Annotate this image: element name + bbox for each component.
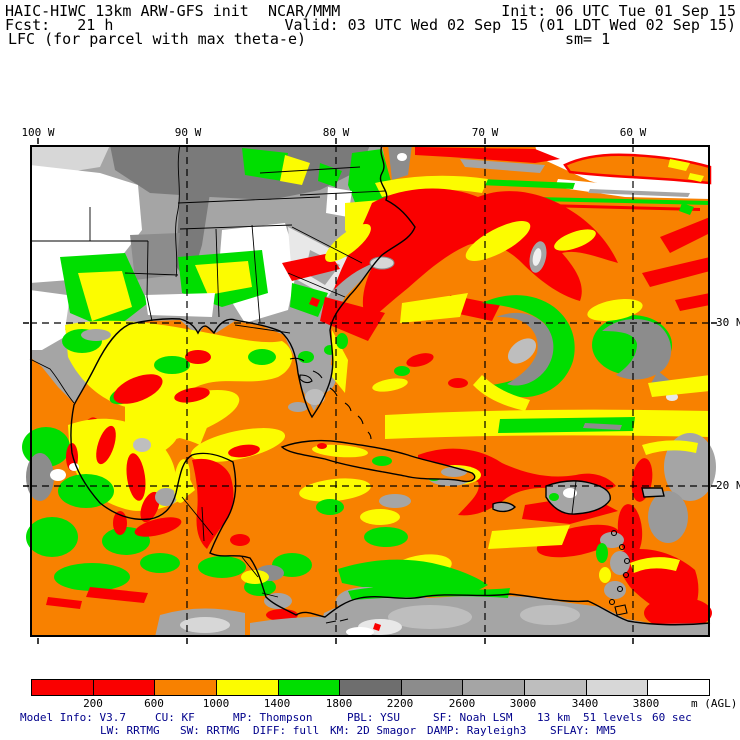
colorbar-tick: 3000 — [509, 697, 537, 710]
x-tick-80w: 80 W — [322, 126, 350, 139]
x-tick-60w: 60 W — [619, 126, 647, 139]
colorbar-segment — [32, 680, 94, 695]
colorbar-segment — [401, 680, 464, 695]
model-info-version: Model Info: V3.7 — [20, 711, 126, 724]
init-time-label: Init: 06 UTC Tue 01 Sep 15 — [501, 2, 736, 20]
island-fills — [282, 440, 664, 515]
model-info-sflay: SFLAY: MM5 — [550, 724, 617, 737]
x-tick-100w: 100 W — [21, 126, 55, 139]
bahamas-outlines — [289, 357, 372, 440]
colorbar-segment — [340, 680, 402, 695]
grid-lines — [30, 145, 710, 637]
axis-ticks — [23, 138, 717, 644]
model-info-cu: CU: KF — [155, 711, 195, 724]
colorbar-tick: 1000 — [202, 697, 230, 710]
colorbar-unit-label: m (AGL) — [691, 697, 738, 710]
model-title: HAIC-HIWC 13km ARW-GFS init — [5, 2, 249, 20]
model-info-damp: DAMP: Rayleigh3 — [427, 724, 527, 737]
mexico-fills — [22, 403, 410, 637]
org-label: NCAR/MMM — [268, 2, 341, 20]
model-info-pbl: PBL: YSU — [347, 711, 400, 724]
colorbar-tick: 600 — [144, 697, 164, 710]
model-info-km: KM: 2D Smagor — [330, 724, 417, 737]
coastlines — [70, 144, 711, 626]
colorbar-tick: 2600 — [448, 697, 476, 710]
sm-label: sm= 1 — [565, 30, 611, 48]
colorbar-segment — [93, 680, 156, 695]
model-info-levels: 51 levels — [583, 711, 643, 724]
colorbar-tick: 1800 — [325, 697, 353, 710]
colorbar-segment — [155, 680, 217, 695]
y-tick-30n: 30 N — [716, 316, 740, 329]
colorbar-tick: 1400 — [263, 697, 291, 710]
colorbar-segment — [586, 680, 649, 695]
colorbar-segment — [216, 680, 279, 695]
model-info-lw: LW: RRTMG — [100, 724, 160, 737]
model-info-step: 60 sec — [652, 711, 692, 724]
field-title: LFC (for parcel with max theta-e) — [8, 30, 307, 48]
colorbar-segment — [278, 680, 341, 695]
south-america-fills — [318, 586, 710, 637]
lesser-antilles-outlines — [325, 529, 631, 624]
model-info-sw: SW: RRTMG — [180, 724, 240, 737]
x-tick-70w: 70 W — [471, 126, 499, 139]
y-tick-20n: 20 N — [716, 479, 740, 492]
model-info-sf: SF: Noah LSM — [433, 711, 513, 724]
colorbar-segment — [648, 680, 710, 695]
colorbar-tick: 3800 — [632, 697, 660, 710]
colorbar — [31, 679, 710, 696]
colorbar-tick: 3400 — [571, 697, 599, 710]
colorbar-tick: 2200 — [386, 697, 414, 710]
political-borders — [29, 144, 577, 598]
colorbar-segment — [525, 680, 587, 695]
x-tick-90w: 90 W — [174, 126, 202, 139]
model-info-diff: DIFF: full — [253, 724, 320, 737]
valid-time-label: Valid: 03 UTC Wed 02 Sep 15 (01 LDT Wed … — [284, 16, 736, 34]
colorbar-tick: 200 — [83, 697, 103, 710]
colorbar-labels: 200 600 1000 1400 1800 2200 2600 3000 34… — [31, 697, 740, 710]
lfc-map-canvas — [22, 138, 717, 644]
model-info-mp: MP: Thompson — [233, 711, 313, 724]
fcst-hour-label: Fcst: 21 h — [5, 16, 114, 34]
colorbar-segment — [463, 680, 526, 695]
model-info-res: 13 km — [537, 711, 571, 724]
map-frame — [23, 138, 717, 644]
atlantic-fills — [282, 145, 712, 439]
